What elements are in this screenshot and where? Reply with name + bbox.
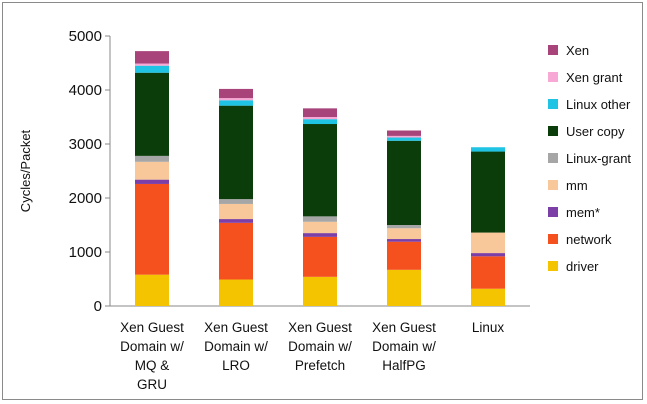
x-category-label-line: Xen Guest (372, 320, 436, 335)
bar-segment-user-copy (219, 105, 253, 200)
bar-segment-network (387, 241, 421, 270)
bar-segment-xen-grant (303, 117, 337, 120)
x-category-label-line: LRO (222, 358, 250, 373)
y-tick-label: 5000 (69, 28, 102, 45)
x-category-label: Xen Guest Domain w/LRO (204, 320, 268, 373)
bar-segment-linux-grant (135, 155, 169, 162)
x-category-label-line: MQ & (135, 358, 170, 373)
x-category-label-line: Xen Guest (288, 320, 352, 335)
y-tick-label: 0 (94, 298, 102, 315)
x-category-label-line: Prefetch (295, 358, 345, 373)
bar-segment-mm (135, 161, 169, 180)
bar-segment-driver (471, 288, 505, 306)
bar-segment-driver (387, 269, 421, 306)
bar-segment-xen-grant (135, 63, 169, 66)
bar-segment-xen (219, 88, 253, 99)
x-category-label-line: HalfPG (382, 358, 426, 373)
x-category-label-line: Xen Guest (120, 320, 184, 335)
legend-label: mm (566, 178, 588, 193)
bar-segment-mem- (219, 219, 253, 223)
bar-segment-driver (303, 276, 337, 306)
legend-label: Xen grant (566, 70, 623, 85)
legend-swatch (548, 72, 558, 82)
bar-segment-mem- (135, 179, 169, 184)
bar-segment-user-copy (471, 151, 505, 233)
bar-segment-user-copy (135, 72, 169, 156)
x-category-label-line: Xen Guest (204, 320, 268, 335)
bar-segment-network (135, 183, 169, 275)
legend-swatch (548, 234, 558, 244)
bar-segment-linux-other (387, 137, 421, 141)
bar-segment-xen-grant (219, 98, 253, 101)
y-axis-title: Cycles/Packet (18, 129, 33, 212)
legend-swatch (548, 207, 558, 217)
bar-segment-xen-grant (387, 135, 421, 138)
bar-segment-mem- (303, 233, 337, 237)
bar-segment-network (219, 222, 253, 280)
x-category-label-line: Domain w/ (288, 339, 352, 354)
bar-segment-driver (135, 274, 169, 306)
y-tick-label: 2000 (69, 190, 102, 207)
legend-swatch (548, 153, 558, 163)
bar-segment-mm (303, 221, 337, 234)
legend-swatch (548, 45, 558, 55)
legend-swatch (548, 99, 558, 109)
x-category-label-line: Linux (472, 320, 505, 335)
bar-segment-linux-grant (303, 216, 337, 222)
legend-label: Linux-grant (566, 151, 631, 166)
legend-swatch (548, 126, 558, 136)
bar-segment-network (471, 256, 505, 289)
bar-segment-user-copy (387, 140, 421, 225)
x-category-label-line: Domain w/ (204, 339, 268, 354)
legend-label: Linux other (566, 97, 631, 112)
bar-segment-user-copy (303, 124, 337, 217)
x-category-label-line: GRU (137, 377, 167, 392)
bar-segment-xen (387, 130, 421, 136)
bar-segment-network (303, 236, 337, 277)
y-tick-label: 1000 (69, 244, 102, 261)
bar-segment-linux-grant (219, 199, 253, 204)
bar-segment-linux-other (303, 119, 337, 125)
x-category-label: Xen Guest Domain w/MQ & GRU (120, 320, 184, 392)
x-category-label-line: Domain w/ (372, 339, 436, 354)
legend-label: User copy (566, 124, 625, 139)
legend-swatch (548, 180, 558, 190)
bar-segment-mm (471, 232, 505, 254)
legend-label: mem* (566, 205, 600, 220)
x-category-label: Xen Guest Domain w/HalfPG (372, 320, 436, 373)
bar-segment-linux-other (135, 65, 169, 73)
x-category-label-line: Domain w/ (120, 339, 184, 354)
legend-swatch (548, 261, 558, 271)
bar-segment-mm (219, 203, 253, 220)
bar-segment-driver (219, 279, 253, 306)
y-tick-label: 4000 (69, 82, 102, 99)
bar-segment-mem- (387, 239, 421, 242)
x-category-label: Linux (472, 320, 505, 335)
bar-segment-linux-other (471, 147, 505, 152)
bar-segment-mm (387, 228, 421, 240)
y-tick-label: 3000 (69, 136, 102, 153)
bar-segment-xen (303, 108, 337, 117)
x-category-label: Xen Guest Domain w/Prefetch (288, 320, 352, 373)
bar-segment-linux-grant (387, 225, 421, 229)
legend-label: network (566, 232, 612, 247)
legend-label: driver (566, 259, 599, 274)
bar-segment-mem- (471, 253, 505, 257)
legend-label: Xen (566, 43, 589, 58)
bar-segment-xen (135, 51, 169, 64)
bar-segment-linux-other (219, 100, 253, 106)
